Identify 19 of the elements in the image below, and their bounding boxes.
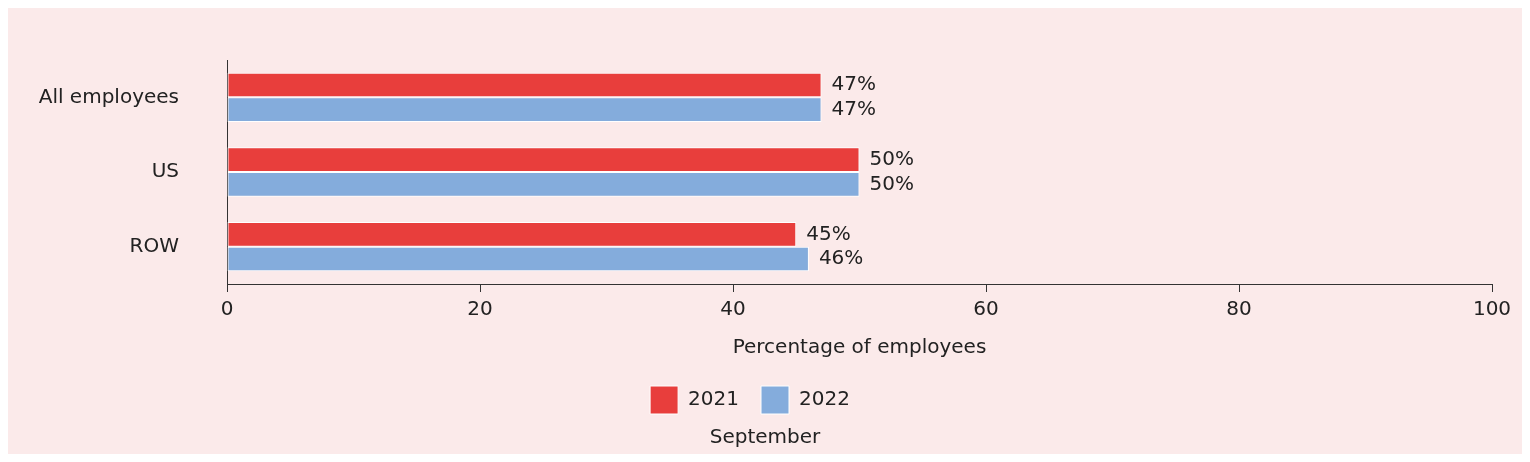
data-label: 46% bbox=[818, 245, 864, 270]
x-tick-label: 40 bbox=[720, 296, 746, 321]
legend-label: 2021 bbox=[688, 386, 740, 411]
y-tick-label: All employees bbox=[38, 83, 179, 108]
data-label: 50% bbox=[869, 170, 914, 195]
data-label: 45% bbox=[806, 220, 851, 245]
x-tick-label: 60 bbox=[973, 296, 999, 321]
data-label: 47% bbox=[831, 95, 876, 120]
x-tick-label: 100 bbox=[1472, 296, 1512, 321]
y-tick-label: US bbox=[151, 158, 179, 183]
data-label: 50% bbox=[869, 145, 914, 170]
data-label: 47% bbox=[831, 71, 876, 96]
x-tick-label: 80 bbox=[1226, 296, 1252, 321]
y-tick-label: ROW bbox=[129, 232, 180, 257]
legend-label: 2022 bbox=[799, 386, 850, 411]
x-tick-label: 0 bbox=[220, 296, 234, 321]
x-axis-title: Percentage of employees bbox=[732, 334, 987, 359]
x-tick-label: 20 bbox=[467, 296, 493, 321]
text: September bbox=[708, 424, 822, 450]
